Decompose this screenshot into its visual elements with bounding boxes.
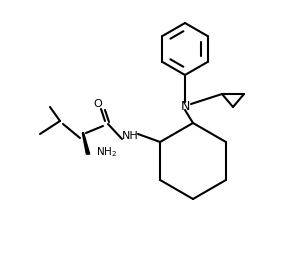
Text: NH: NH (122, 131, 139, 141)
Text: O: O (94, 99, 102, 109)
Text: N: N (180, 100, 190, 112)
Text: NH$_2$: NH$_2$ (96, 145, 117, 159)
